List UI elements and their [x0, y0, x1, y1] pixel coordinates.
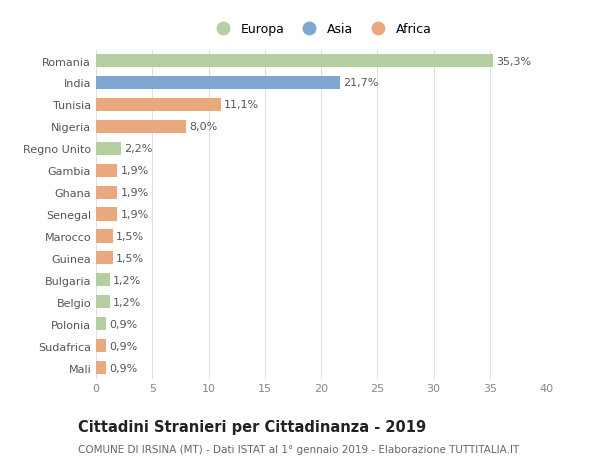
Text: 1,2%: 1,2% [113, 297, 141, 307]
Bar [96, 77, 340, 90]
Bar [96, 274, 110, 287]
Text: COMUNE DI IRSINA (MT) - Dati ISTAT al 1° gennaio 2019 - Elaborazione TUTTITALIA.: COMUNE DI IRSINA (MT) - Dati ISTAT al 1°… [78, 444, 519, 454]
Text: 2,2%: 2,2% [124, 144, 152, 154]
Text: Cittadini Stranieri per Cittadinanza - 2019: Cittadini Stranieri per Cittadinanza - 2… [78, 419, 426, 434]
Legend: Europa, Asia, Africa: Europa, Asia, Africa [208, 21, 434, 39]
Text: 21,7%: 21,7% [343, 78, 379, 88]
Bar [96, 55, 493, 68]
Bar [96, 164, 118, 177]
Text: 1,5%: 1,5% [116, 253, 145, 263]
Text: 1,5%: 1,5% [116, 231, 145, 241]
Text: 1,9%: 1,9% [121, 188, 149, 198]
Text: 0,9%: 0,9% [110, 341, 138, 351]
Text: 11,1%: 11,1% [224, 100, 259, 110]
Bar [96, 318, 106, 330]
Bar [96, 361, 106, 374]
Text: 1,2%: 1,2% [113, 275, 141, 285]
Bar [96, 230, 113, 243]
Bar [96, 142, 121, 156]
Bar [96, 121, 186, 134]
Bar [96, 339, 106, 353]
Text: 35,3%: 35,3% [497, 56, 532, 67]
Text: 1,9%: 1,9% [121, 166, 149, 176]
Bar [96, 296, 110, 308]
Text: 0,9%: 0,9% [110, 319, 138, 329]
Text: 8,0%: 8,0% [190, 122, 218, 132]
Text: 0,9%: 0,9% [110, 363, 138, 373]
Bar [96, 252, 113, 265]
Bar [96, 99, 221, 112]
Text: 1,9%: 1,9% [121, 210, 149, 219]
Bar [96, 186, 118, 199]
Bar [96, 208, 118, 221]
